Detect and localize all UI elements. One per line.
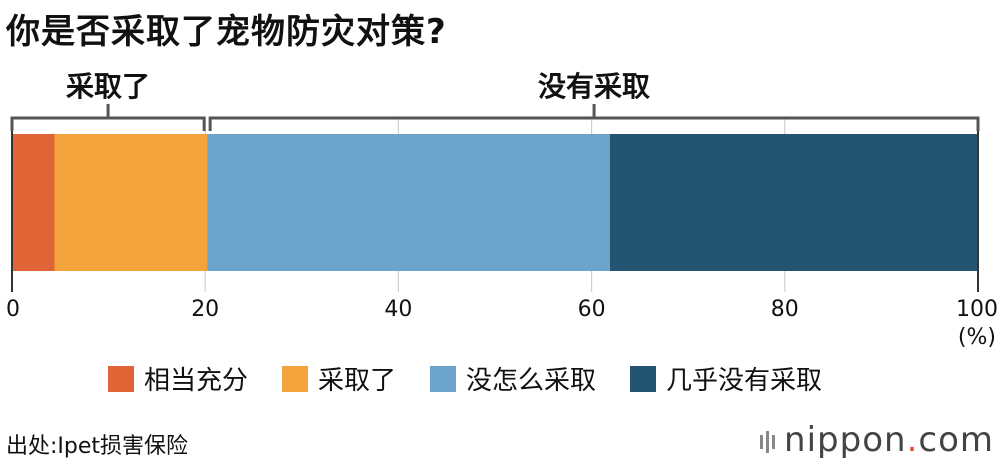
legend-label: 几乎没有采取 <box>666 366 823 396</box>
legend-label: 没怎么采取 <box>466 366 597 396</box>
bracket-label: 没有采取 <box>538 70 650 103</box>
legend-item: 采取了 <box>282 360 396 397</box>
tick-label: 80 <box>771 297 799 322</box>
logo-tld: com <box>918 420 994 460</box>
legend-swatch <box>108 365 134 392</box>
bar-segment <box>207 134 610 271</box>
unit-label: (%) <box>958 325 996 350</box>
bar-segment <box>54 134 208 271</box>
source-note: 出处:Ipet损害保险 <box>6 434 189 459</box>
chart-title: 你是否采取了宠物防灾对策? <box>6 12 447 52</box>
tick-label: 100 <box>956 297 998 322</box>
bar-segment <box>609 134 978 271</box>
bracket <box>208 116 980 131</box>
bar-segment <box>12 134 55 271</box>
tick-label: 0 <box>6 297 20 322</box>
logo-name: nippon <box>784 420 907 460</box>
legend-item: 几乎没有采取 <box>630 360 822 397</box>
bracket-label: 采取了 <box>66 70 150 103</box>
tick-label: 20 <box>191 297 219 322</box>
legend: 相当充分 采取了 没怎么采取 几乎没有采取 <box>108 360 856 397</box>
legend-item: 没怎么采取 <box>430 360 596 397</box>
nippon-logo[interactable]: nippon.com <box>760 420 994 460</box>
legend-label: 相当充分 <box>144 366 249 396</box>
logo-bars-icon <box>760 430 776 453</box>
legend-label: 采取了 <box>318 366 397 396</box>
legend-item: 相当充分 <box>108 360 248 397</box>
tick-label: 40 <box>384 297 412 322</box>
legend-swatch <box>430 365 457 392</box>
legend-swatch <box>282 365 309 392</box>
logo-dot: . <box>906 420 919 460</box>
legend-swatch <box>630 365 657 392</box>
tick-label: 60 <box>578 297 606 322</box>
bracket <box>10 116 206 131</box>
